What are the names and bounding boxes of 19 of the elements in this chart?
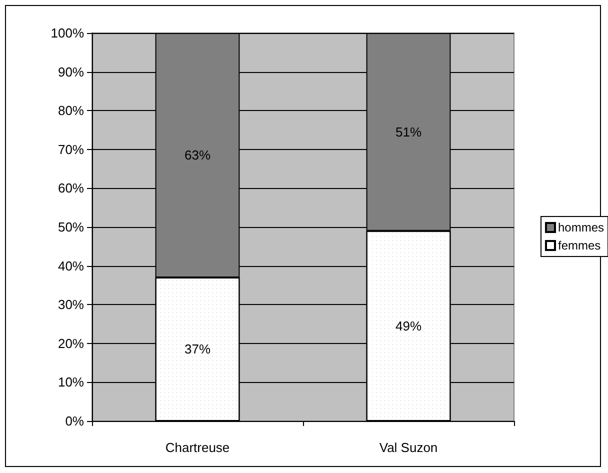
data-label: 51%	[395, 124, 422, 140]
y-tick-label: 90%	[58, 64, 84, 80]
y-tick-label: 40%	[58, 258, 84, 274]
y-tick-label: 20%	[58, 336, 84, 351]
y-tick-label: 30%	[58, 297, 84, 312]
data-label: 49%	[395, 318, 422, 334]
y-tick-label: 0%	[65, 414, 84, 428]
data-label: 63%	[184, 148, 211, 163]
y-tick-label: 80%	[58, 103, 84, 118]
x-tick-label: Chartreuse	[165, 440, 230, 455]
y-tick-label: 70%	[58, 142, 84, 157]
y-tick-label: 60%	[58, 180, 84, 196]
x-tick-label: Val Suzon	[379, 440, 438, 455]
y-tick-label: 50%	[58, 220, 84, 234]
data-label: 37%	[184, 342, 211, 357]
y-tick-label: 10%	[58, 374, 84, 390]
y-tick-label: 100%	[50, 26, 84, 40]
legend-label: hommes	[558, 220, 604, 234]
legend-label: femmes	[558, 238, 601, 252]
